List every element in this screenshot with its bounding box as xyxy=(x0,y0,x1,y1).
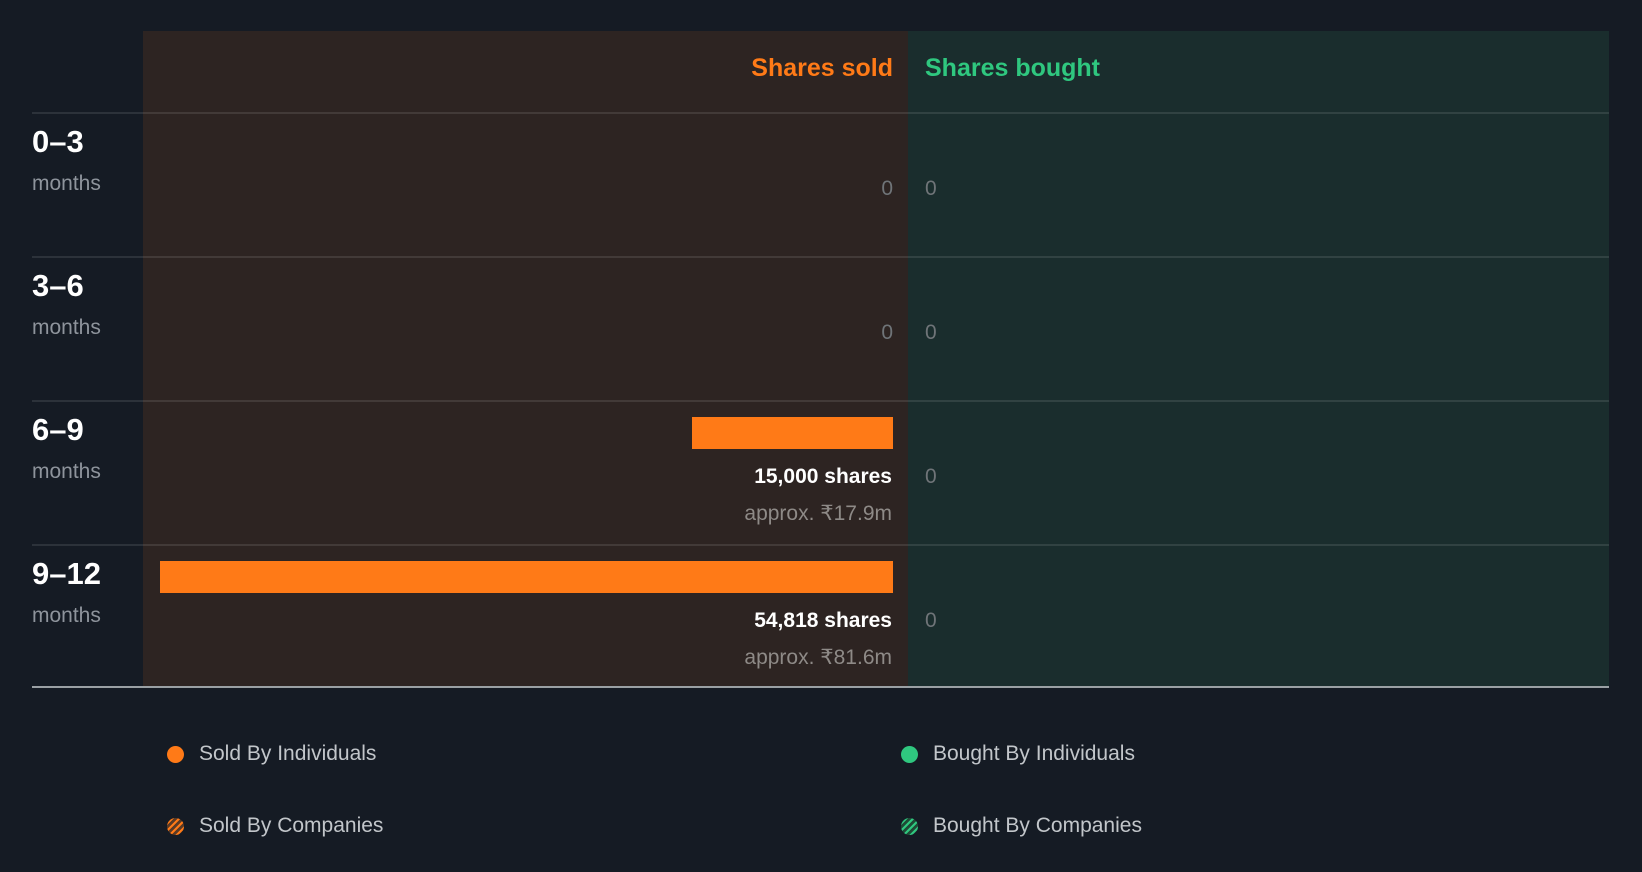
period-label: 6–9 xyxy=(32,412,84,447)
legend-sold-individuals[interactable]: Sold By Individuals xyxy=(167,742,376,766)
legend-label: Bought By Companies xyxy=(933,814,1142,837)
orange-striped-dot-icon xyxy=(167,817,184,835)
period-unit: months xyxy=(32,172,101,195)
sold-shares-value: 15,000 shares xyxy=(754,465,892,488)
legend-bought-individuals[interactable]: Bought By Individuals xyxy=(901,742,1135,766)
row-divider xyxy=(32,256,1609,258)
sold-approx-value: approx. ₹17.9m xyxy=(744,502,892,525)
legend-label: Bought By Individuals xyxy=(933,742,1135,765)
row-divider xyxy=(32,400,1609,402)
bought-value: 0 xyxy=(925,609,937,632)
period-unit: months xyxy=(32,460,101,483)
legend-sold-companies[interactable]: Sold By Companies xyxy=(167,814,383,838)
row-divider xyxy=(32,544,1609,546)
shares-sold-header: Shares sold xyxy=(751,54,893,82)
shares-bought-panel xyxy=(908,31,1609,687)
period-label: 0–3 xyxy=(32,124,84,159)
chart-baseline xyxy=(32,686,1609,688)
sold-bar[interactable] xyxy=(692,417,893,449)
period-unit: months xyxy=(32,604,101,627)
bought-value: 0 xyxy=(925,177,937,200)
period-label: 3–6 xyxy=(32,268,84,303)
green-striped-dot-icon xyxy=(901,817,918,835)
legend-bought-companies[interactable]: Bought By Companies xyxy=(901,814,1142,838)
period-label: 9–12 xyxy=(32,556,101,591)
sold-value: 0 xyxy=(881,321,893,344)
sold-bar[interactable] xyxy=(160,561,893,593)
green-dot-icon xyxy=(901,745,918,763)
legend-label: Sold By Companies xyxy=(199,814,384,837)
shares-bought-header: Shares bought xyxy=(925,54,1101,82)
sold-shares-value: 54,818 shares xyxy=(754,609,892,632)
bought-value: 0 xyxy=(925,465,937,488)
row-divider xyxy=(32,112,1609,114)
bought-value: 0 xyxy=(925,321,937,344)
sold-approx-value: approx. ₹81.6m xyxy=(744,646,892,669)
period-unit: months xyxy=(32,316,101,339)
sold-value: 0 xyxy=(881,177,893,200)
legend-label: Sold By Individuals xyxy=(199,742,377,765)
orange-dot-icon xyxy=(167,745,184,763)
